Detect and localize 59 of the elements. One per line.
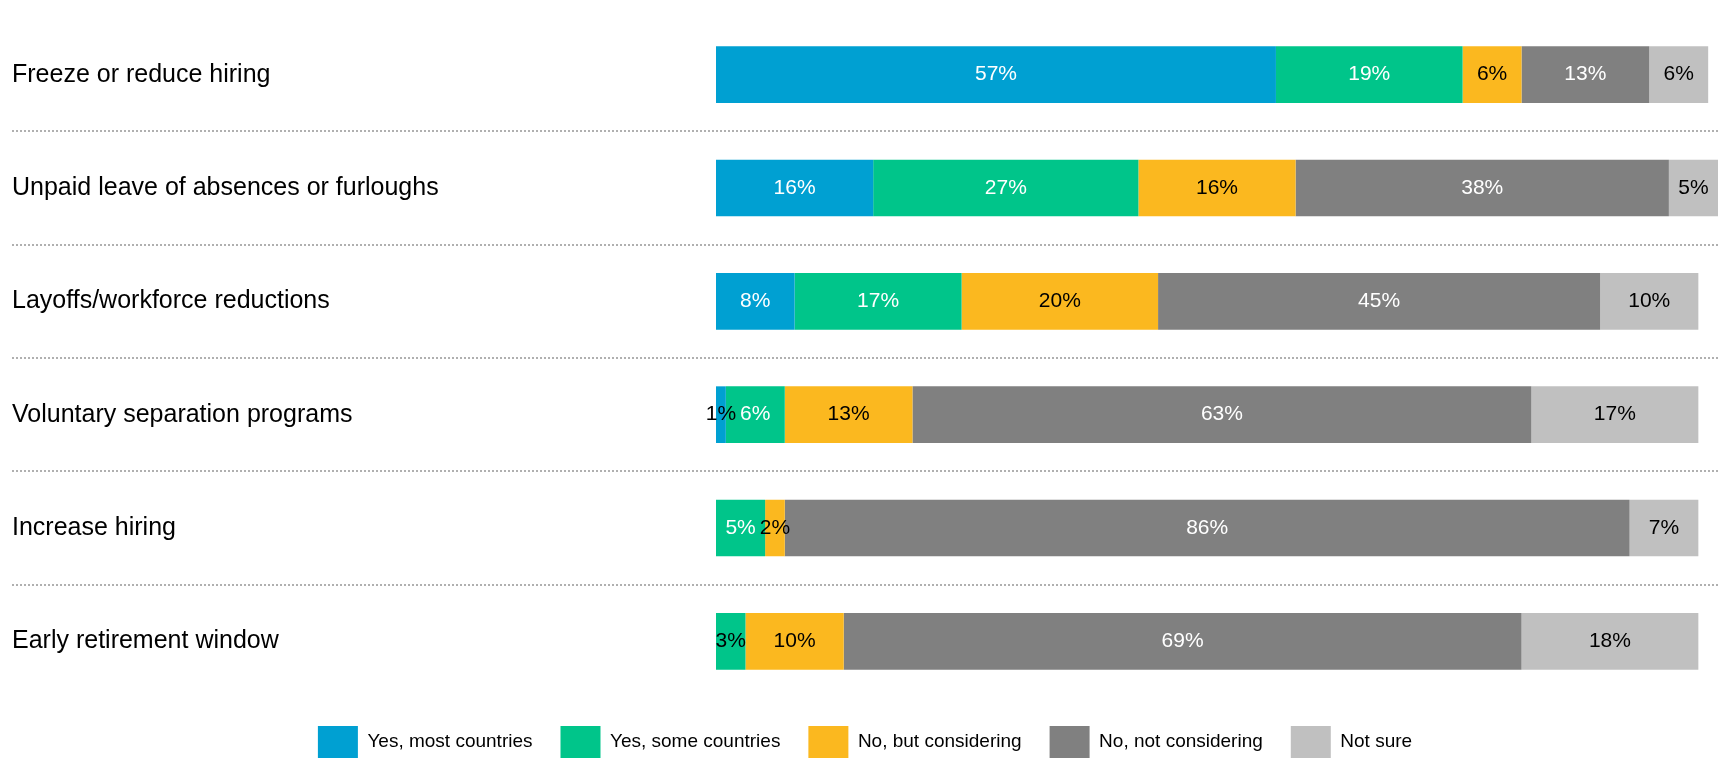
- bar: [1521, 46, 1650, 103]
- data-label: 16%: [1195, 174, 1239, 198]
- data-label: 13%: [1564, 61, 1607, 85]
- data-label: 63%: [1200, 401, 1243, 425]
- data-label: 6%: [740, 401, 771, 425]
- bar: [1462, 46, 1522, 103]
- data-label: 27%: [984, 174, 1027, 198]
- legend-label: Yes, most countries: [367, 730, 533, 752]
- y-tick-label: Unpaid leave of absences or furloughs: [12, 171, 439, 200]
- data-label: 13%: [827, 401, 870, 425]
- data-label: 86%: [1186, 514, 1229, 538]
- legend-label: No, not considering: [1099, 730, 1263, 752]
- bar: [1600, 273, 1699, 330]
- bar: [843, 613, 1522, 670]
- data-label: 6%: [1476, 61, 1508, 85]
- bar: [912, 386, 1532, 443]
- data-label: 18%: [1588, 628, 1631, 652]
- data-label: 7%: [1648, 514, 1680, 538]
- data-label: 5%: [725, 514, 756, 538]
- data-label: 38%: [1461, 174, 1504, 198]
- bar: [1649, 46, 1709, 103]
- data-label: 19%: [1348, 61, 1391, 85]
- bar: [1295, 159, 1669, 217]
- bar: [961, 273, 1159, 330]
- data-label: 17%: [1593, 401, 1636, 425]
- data-label: 57%: [974, 61, 1017, 85]
- data-label: 10%: [1628, 288, 1671, 312]
- legend-label: No, but considering: [857, 730, 1022, 752]
- bar: [1138, 159, 1296, 217]
- data-label: 69%: [1161, 628, 1204, 652]
- bar: [745, 613, 844, 670]
- bar: [1521, 613, 1699, 670]
- y-tick-label: Increase hiring: [12, 511, 176, 540]
- bar: [1668, 159, 1718, 217]
- legend-label: Yes, some countries: [609, 730, 781, 752]
- bar: [1158, 273, 1601, 330]
- y-tick-label: Freeze or reduce hiring: [12, 58, 271, 87]
- bar: [1531, 386, 1699, 443]
- data-label: 6%: [1663, 61, 1694, 85]
- data-label: 20%: [1038, 288, 1081, 312]
- bar: [716, 46, 1276, 103]
- data-label: 3%: [715, 628, 746, 652]
- data-label: 10%: [773, 628, 816, 652]
- data-label: 5%: [1678, 174, 1709, 198]
- y-tick-label: Voluntary separation programs: [12, 398, 353, 427]
- legend-label: Not sure: [1340, 730, 1413, 752]
- bar: [794, 273, 962, 330]
- bar: [1629, 499, 1699, 557]
- bar: [784, 386, 913, 443]
- bar: [1275, 46, 1463, 103]
- data-label: 16%: [773, 174, 816, 198]
- y-tick-label: Layoffs/workforce reductions: [12, 285, 330, 314]
- y-tick-label: Early retirement window: [12, 625, 280, 654]
- data-label: 8%: [740, 288, 771, 312]
- data-label: 17%: [857, 288, 900, 312]
- bar: [873, 159, 1139, 217]
- bar: [716, 273, 795, 330]
- data-label: 45%: [1358, 288, 1401, 312]
- bar: [716, 159, 874, 217]
